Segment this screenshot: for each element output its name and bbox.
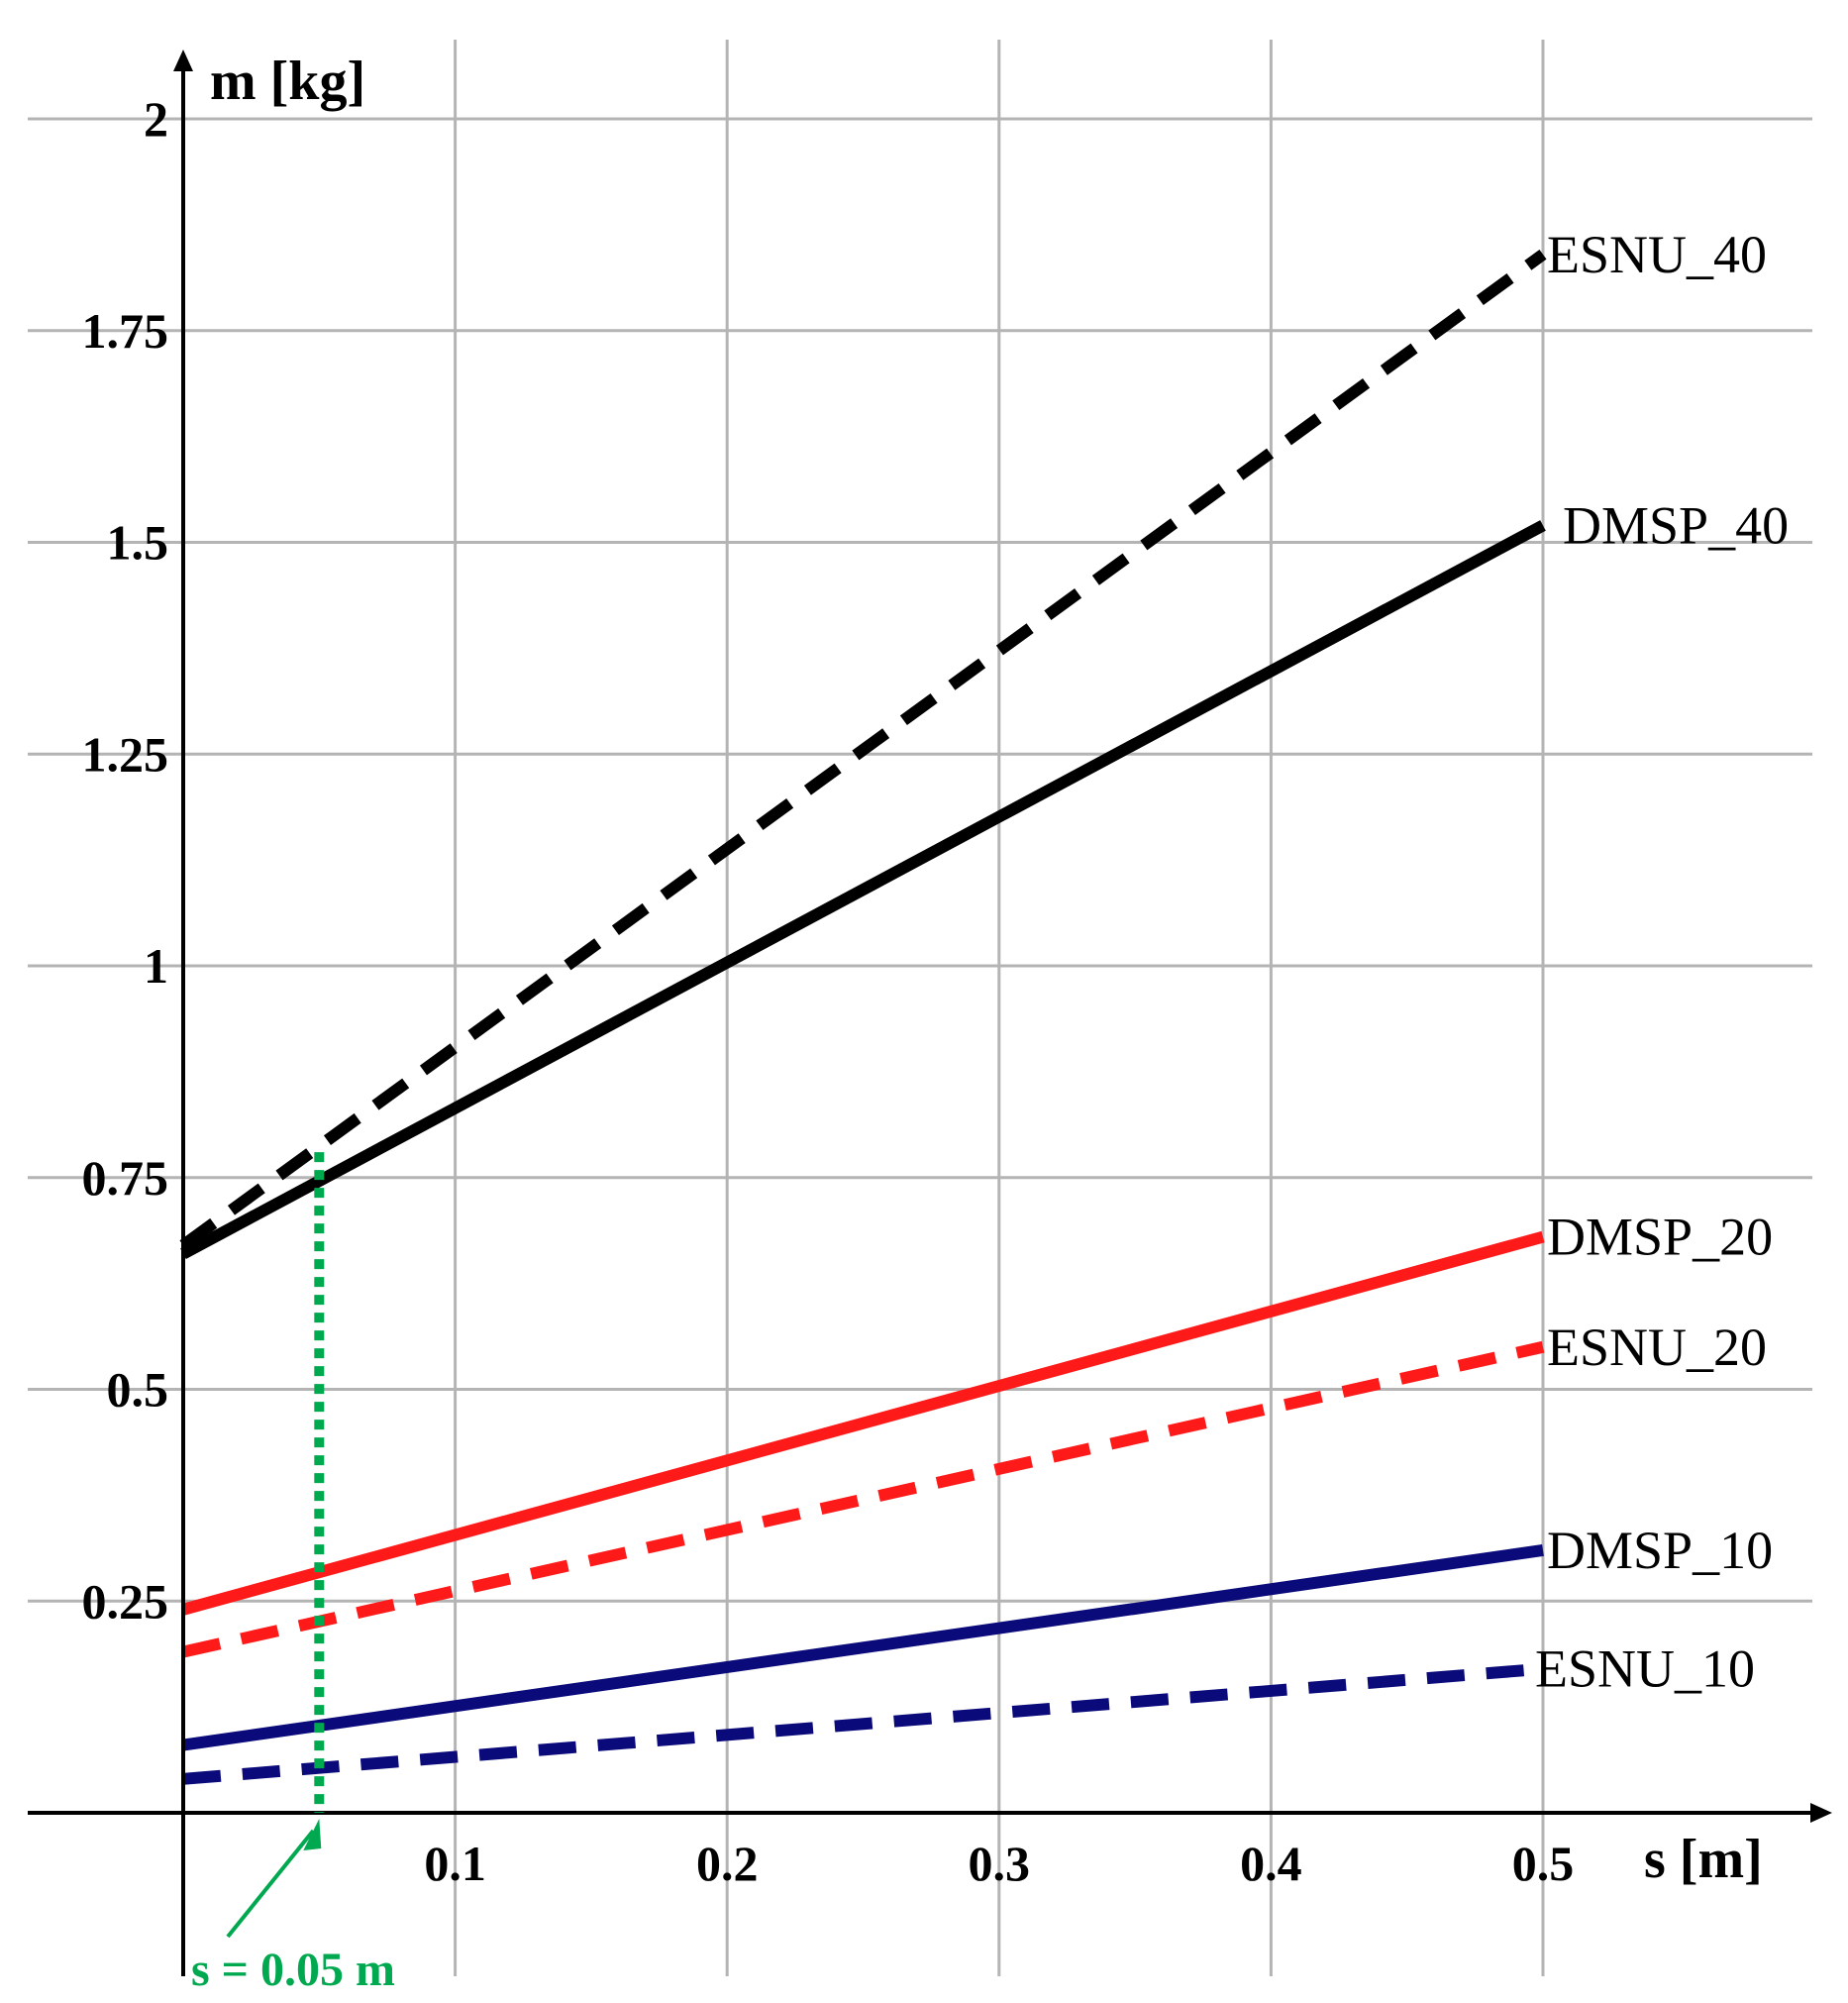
- x-axis-label: s [m]: [1644, 1829, 1763, 1890]
- series-label-esnu-10: ESNU_10: [1535, 1639, 1755, 1699]
- grid: [28, 40, 1812, 1976]
- series-line-dmsp-40: [180, 520, 1546, 1259]
- series-line-esnu-40: [179, 249, 1547, 1250]
- series-group: [179, 249, 1547, 1785]
- x-tick-label: 0.5: [1512, 1836, 1575, 1891]
- axes: [28, 50, 1832, 1976]
- series-labels: ESNU_40 DMSP_40 DMSP_20 ESNU_20 DMSP_10 ESNU_…: [1535, 225, 1789, 1699]
- series-label-dmsp-40: DMSP_40: [1563, 495, 1789, 555]
- series-line-esnu-10: [182, 1662, 1544, 1785]
- x-tick-label: 0.4: [1240, 1836, 1302, 1891]
- y-tick-label: 0.5: [107, 1362, 169, 1418]
- y-tick-label: 1: [144, 938, 168, 994]
- tick-labels: 0.1 0.2 0.3 0.4 0.5 0.25 0.5 0.75 1 1.25 1.5 1.75 2: [82, 91, 1575, 1891]
- x-tick-label: 0.2: [696, 1836, 759, 1891]
- series-line-esnu-20: [181, 1340, 1545, 1658]
- y-tick-label: 1.25: [82, 726, 169, 782]
- y-axis-label: m [kg]: [210, 51, 365, 112]
- series-line-dmsp-20: [181, 1230, 1545, 1616]
- annotation-arrow-line: [226, 1829, 315, 1939]
- series-label-dmsp-10: DMSP_10: [1547, 1521, 1773, 1580]
- annotation-arrowhead: [303, 1819, 322, 1850]
- y-tick-label: 1.75: [82, 303, 169, 359]
- x-axis-arrowhead: [1810, 1803, 1832, 1823]
- x-tick-label: 0.1: [424, 1836, 486, 1891]
- series-label-esnu-40: ESNU_40: [1547, 225, 1767, 284]
- y-tick-label: 2: [144, 91, 168, 147]
- y-tick-label: 0.75: [82, 1150, 169, 1206]
- series-line-dmsp-10: [182, 1544, 1544, 1751]
- x-tick-label: 0.3: [969, 1836, 1031, 1891]
- annotation-label: s = 0.05 m: [191, 1944, 395, 1996]
- y-tick-label: 0.25: [82, 1573, 169, 1629]
- y-axis-arrowhead: [173, 50, 193, 71]
- annotation: s = 0.05 m: [191, 1152, 395, 1996]
- series-label-dmsp-20: DMSP_20: [1547, 1208, 1773, 1267]
- y-tick-label: 1.5: [107, 515, 169, 571]
- series-label-esnu-20: ESNU_20: [1547, 1318, 1767, 1377]
